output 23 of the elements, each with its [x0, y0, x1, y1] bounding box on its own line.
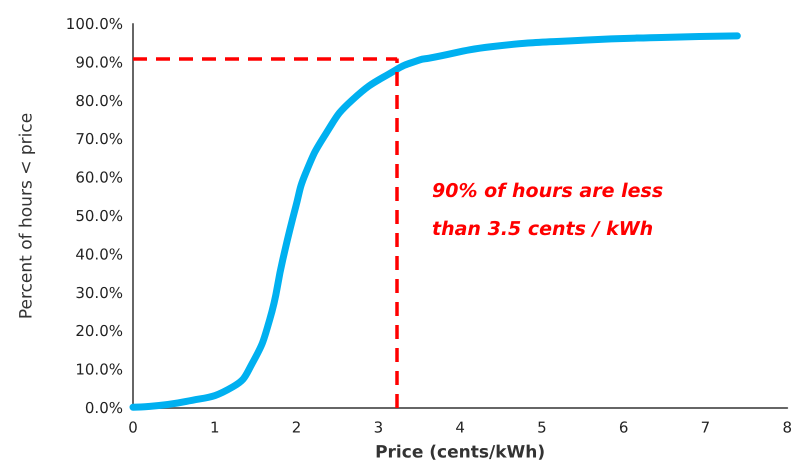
y-tick-label: 0.0% [84, 399, 123, 417]
x-axis-title: Price (cents/kWh) [375, 442, 546, 462]
x-tick-label: 5 [537, 418, 547, 436]
y-tick-label: 80.0% [75, 92, 123, 110]
annotation: 90% of hours are less than 3.5 cents / kWh [432, 180, 664, 240]
y-tick-label: 60.0% [75, 168, 123, 187]
y-tick-label: 100.0% [66, 15, 123, 33]
y-tick-label: 20.0% [75, 322, 123, 340]
x-tick-label: 2 [292, 418, 302, 436]
y-tick-label: 90.0% [75, 53, 123, 72]
x-tick-label: 0 [128, 418, 138, 436]
x-tick-label: 4 [455, 418, 465, 436]
y-tick-label: 50.0% [75, 207, 123, 225]
y-tick-label: 10.0% [75, 360, 123, 379]
y-tick-label: 30.0% [75, 284, 123, 302]
y-tick-label: 70.0% [75, 130, 123, 148]
x-tick-label: 1 [210, 418, 220, 436]
x-tick-label: 7 [700, 418, 710, 436]
x-tick-label: 8 [782, 418, 792, 436]
x-tick-label: 6 [618, 418, 628, 436]
x-tick-label: 3 [374, 418, 384, 436]
y-tick-label: 40.0% [75, 245, 123, 264]
y-axis-title: Percent of hours < price [16, 112, 36, 320]
